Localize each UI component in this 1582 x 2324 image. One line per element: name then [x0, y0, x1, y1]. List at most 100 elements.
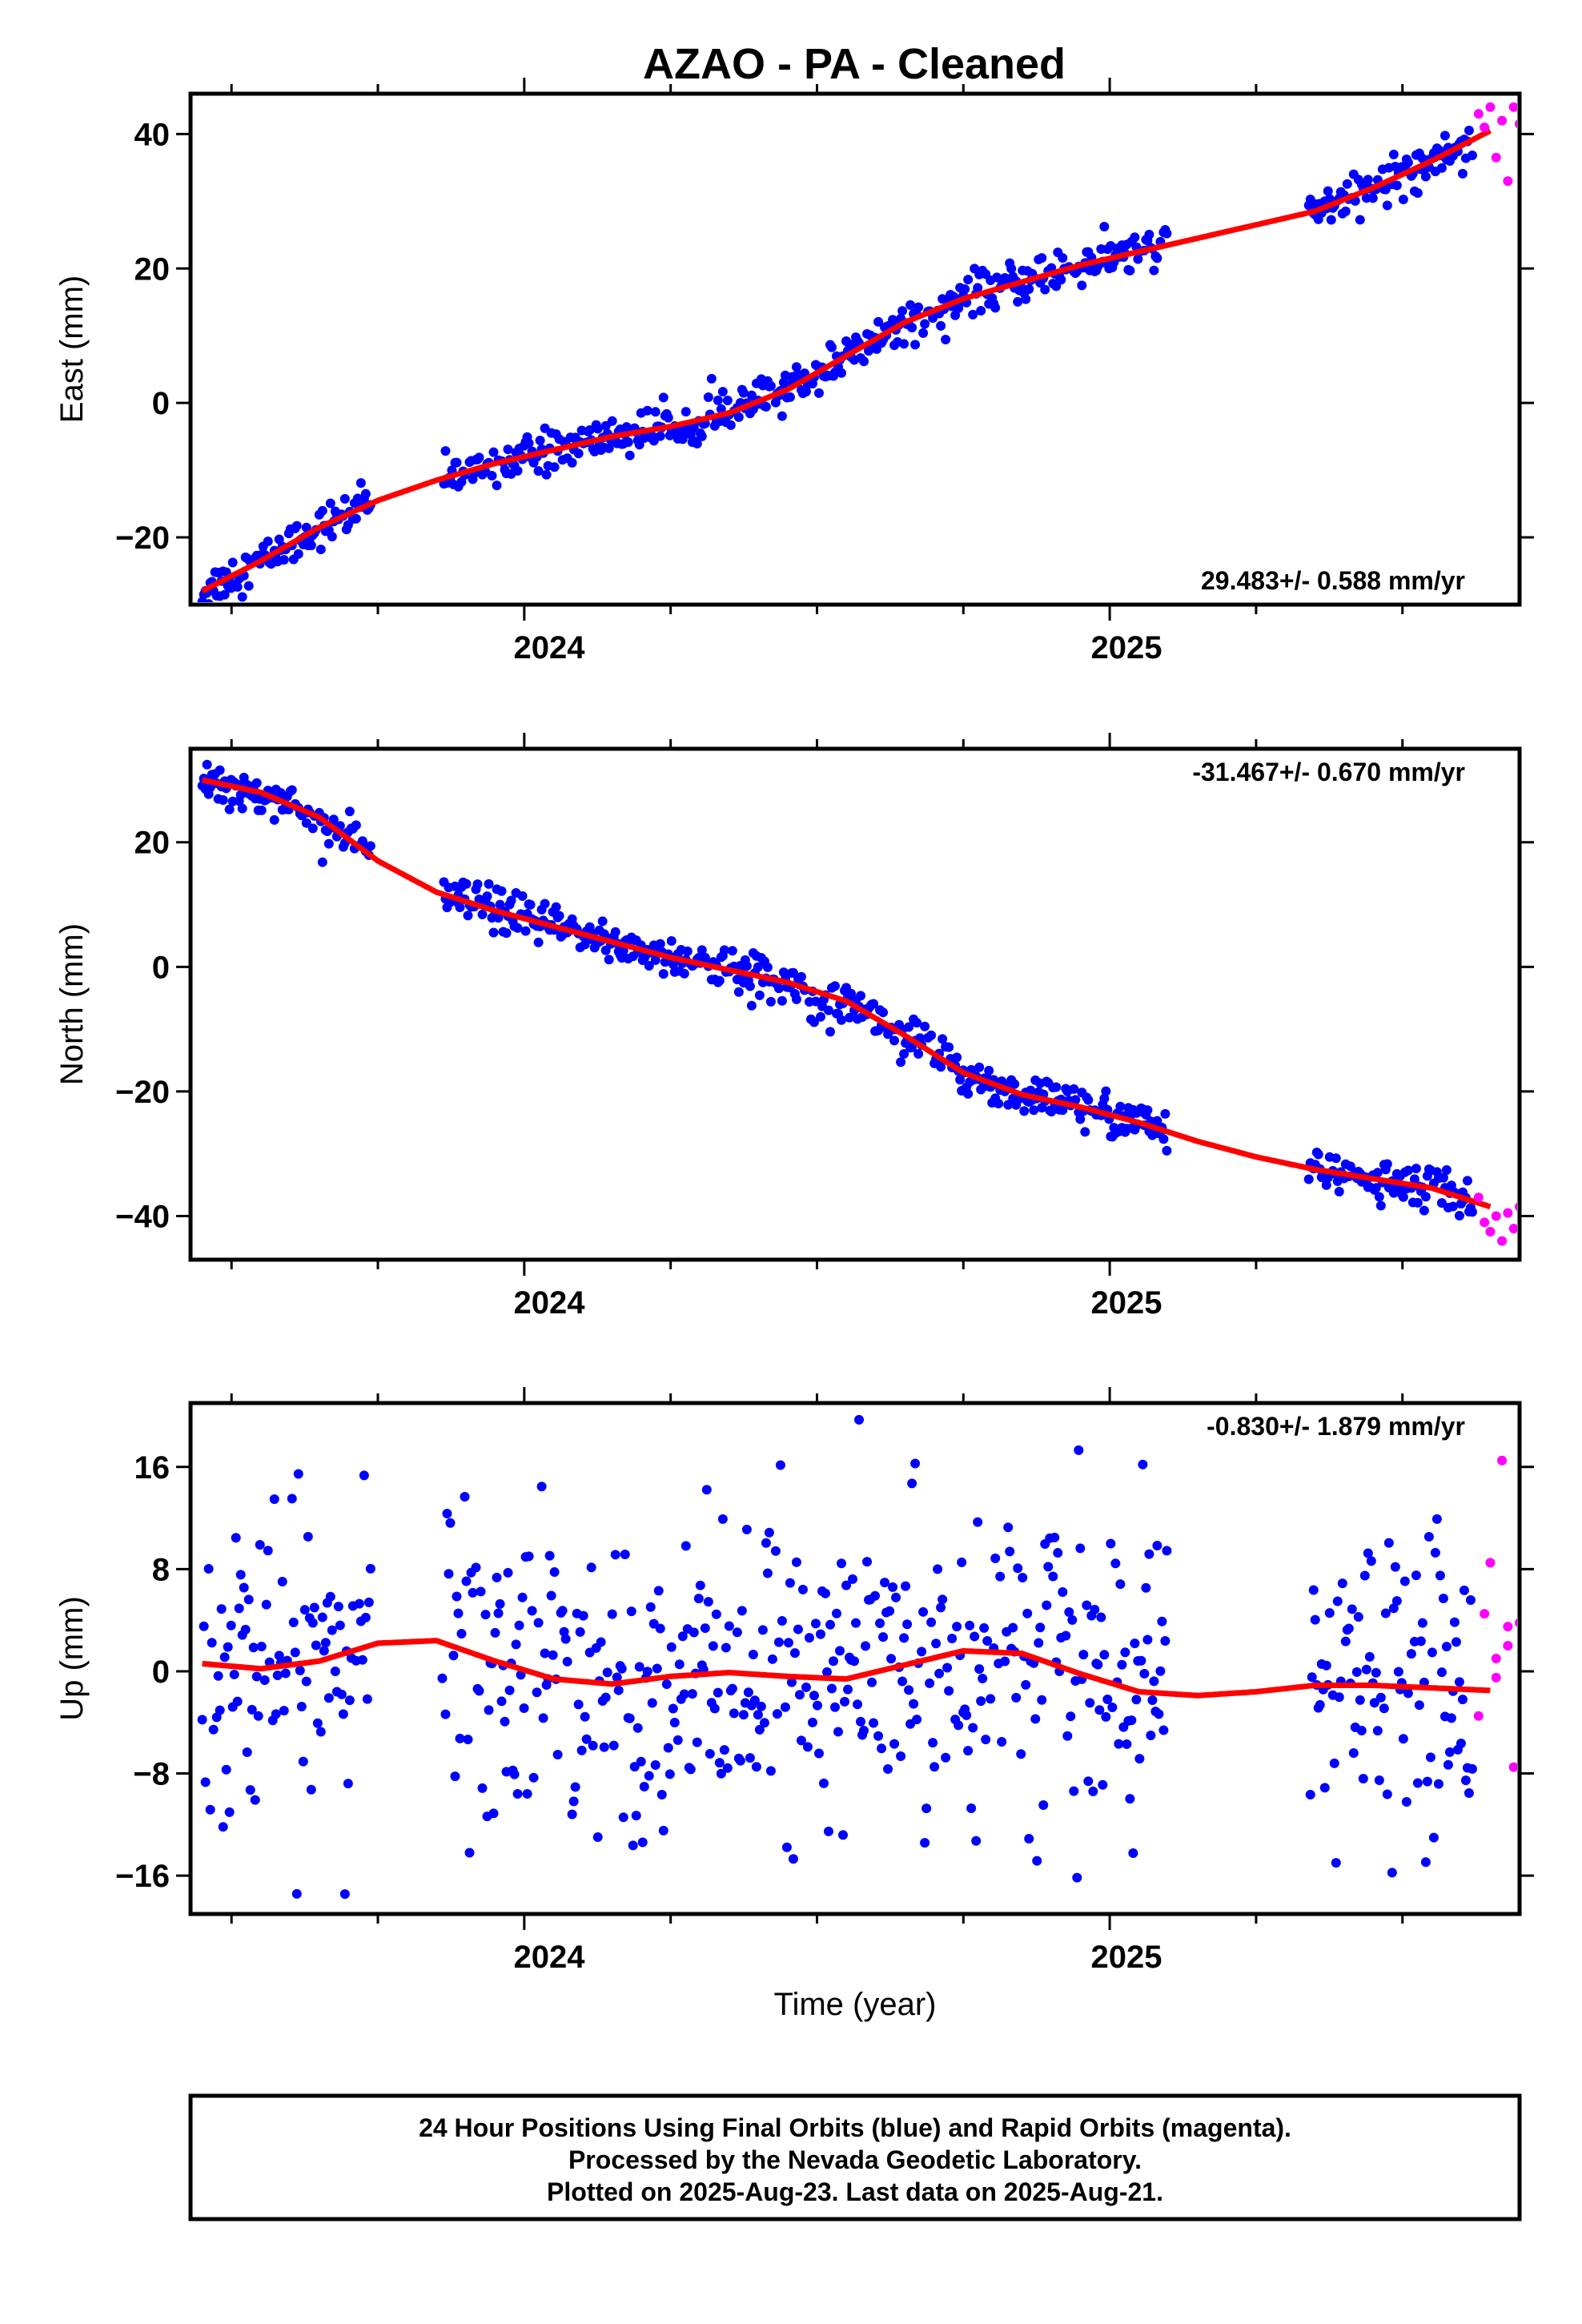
east-final-orbit-point — [604, 443, 614, 453]
up-final-orbit-point — [628, 1840, 638, 1851]
up-final-orbit-point — [1106, 1538, 1116, 1549]
east-final-orbit-point — [1439, 131, 1450, 141]
north-final-orbit-point — [1029, 1105, 1039, 1116]
east-final-orbit-point — [990, 303, 1001, 313]
up-final-orbit-point — [833, 1727, 843, 1737]
up-final-orbit-point — [642, 1667, 652, 1677]
up-final-orbit-point — [504, 1685, 515, 1695]
up-final-orbit-point — [581, 1734, 592, 1744]
up-final-orbit-point — [567, 1809, 577, 1819]
east-final-orbit-point — [873, 316, 884, 327]
east-final-orbit-point — [339, 493, 350, 504]
east-final-orbit-point — [973, 283, 983, 293]
up-final-orbit-point — [608, 1740, 619, 1751]
up-final-orbit-point — [735, 1755, 745, 1766]
up-final-orbit-point — [1075, 1543, 1086, 1554]
north-final-orbit-point — [1321, 1180, 1331, 1190]
up-final-orbit-point — [841, 1580, 851, 1590]
up-final-orbit-point — [359, 1470, 369, 1481]
up-final-orbit-point — [1380, 1608, 1391, 1618]
up-final-orbit-point — [677, 1631, 688, 1642]
up-final-orbit-point — [544, 1550, 555, 1561]
east-final-orbit-point — [624, 450, 635, 460]
north-final-orbit-point — [765, 996, 776, 1007]
up-final-orbit-point — [828, 1656, 838, 1667]
up-final-orbit-point — [511, 1639, 521, 1650]
north-final-orbit-point — [307, 823, 318, 834]
up-final-orbit-point — [277, 1577, 287, 1587]
up-final-orbit-point — [1088, 1786, 1098, 1796]
north-final-orbit-point — [1158, 1134, 1169, 1144]
north-final-orbit-point — [365, 841, 375, 851]
north-final-orbit-point — [697, 945, 707, 955]
up-final-orbit-point — [477, 1783, 488, 1793]
up-final-orbit-point — [1465, 1594, 1476, 1605]
up-final-orbit-point — [1319, 1783, 1330, 1793]
up-final-orbit-point — [658, 1825, 669, 1835]
up-final-orbit-point — [679, 1689, 689, 1699]
up-final-orbit-point — [293, 1469, 303, 1479]
up-final-orbit-point — [495, 1598, 505, 1609]
up-final-orbit-point — [280, 1668, 291, 1679]
up-final-orbit-point — [492, 1572, 502, 1582]
east-final-orbit-point — [733, 412, 744, 422]
up-final-orbit-point — [899, 1633, 909, 1643]
north-rapid-orbit-point — [1508, 1224, 1517, 1234]
footer-box: 24 Hour Positions Using Final Orbits (bl… — [188, 2093, 1522, 2221]
up-final-orbit-point — [231, 1533, 241, 1543]
east-final-orbit-point — [227, 557, 238, 568]
up-final-orbit-point — [708, 1641, 718, 1651]
up-final-orbit-point — [1126, 1715, 1137, 1726]
up-final-orbit-point — [235, 1570, 246, 1580]
up-final-orbit-point — [928, 1738, 938, 1748]
north-final-orbit-point — [727, 946, 737, 956]
up-final-orbit-point — [1348, 1748, 1359, 1759]
up-final-orbit-point — [320, 1638, 331, 1648]
east-final-orbit-point — [317, 505, 327, 516]
up-final-orbit-point — [1449, 1617, 1460, 1627]
up-final-orbit-point — [847, 1574, 857, 1584]
north-final-orbit-point — [525, 899, 536, 910]
up-final-orbit-point — [496, 1696, 507, 1707]
up-final-orbit-point — [221, 1764, 231, 1775]
up-marks: −16 −8 0 8 16 — [115, 1387, 1534, 1930]
up-final-orbit-point — [303, 1531, 313, 1542]
up-final-orbit-point — [301, 1676, 311, 1687]
up-final-orbit-point — [226, 1620, 236, 1630]
up-final-orbit-point — [1383, 1538, 1394, 1548]
north-final-orbit-point — [815, 1011, 825, 1022]
up-final-orbit-point — [339, 1889, 350, 1900]
up-final-orbit-point — [618, 1812, 628, 1823]
north-final-orbit-point — [301, 818, 311, 828]
up-final-orbit-point — [208, 1724, 219, 1735]
up-final-orbit-point — [810, 1618, 821, 1629]
up-final-orbit-point — [570, 1782, 580, 1792]
east-rapid-orbit-point — [1497, 115, 1508, 126]
up-final-orbit-point — [674, 1659, 685, 1670]
up-final-orbit-point — [910, 1458, 921, 1469]
north-final-orbit-point — [1462, 1176, 1472, 1186]
north-final-orbit-point — [501, 928, 512, 939]
east-final-orbit-point — [584, 424, 595, 435]
east-final-orbit-point — [623, 437, 633, 448]
north-final-orbit-point — [936, 1062, 946, 1072]
up-final-orbit-point — [727, 1683, 737, 1694]
east-final-orbit-point — [692, 438, 702, 448]
footer-line-1: 24 Hour Positions Using Final Orbits (bl… — [419, 2113, 1291, 2142]
up-ytick-label: 16 — [135, 1450, 171, 1486]
north-rapid-orbit-point — [1497, 1236, 1508, 1246]
east-final-orbit-point — [706, 373, 717, 384]
up-final-orbit-point — [770, 1546, 781, 1556]
up-final-orbit-point — [1351, 1667, 1362, 1677]
up-final-orbit-point — [205, 1804, 215, 1815]
north-final-orbit-point — [809, 1017, 819, 1027]
up-final-orbit-point — [325, 1591, 335, 1602]
east-final-orbit-point — [1099, 221, 1110, 231]
up-final-orbit-point — [493, 1608, 504, 1618]
north-rapid-orbit-point — [1473, 1192, 1484, 1203]
up-final-orbit-point — [1157, 1616, 1167, 1626]
up-final-orbit-point — [452, 1591, 462, 1602]
up-final-orbit-point — [1139, 1668, 1150, 1679]
up-final-orbit-point — [1050, 1532, 1060, 1542]
north-final-orbit-point — [920, 1021, 930, 1031]
